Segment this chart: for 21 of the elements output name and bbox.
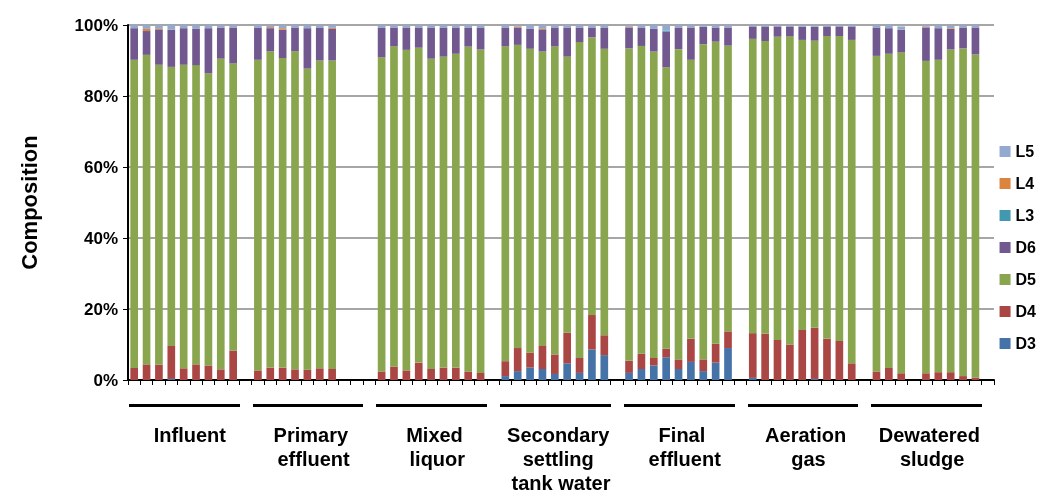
text: Influent [153,424,227,446]
text: Mixed liquor [406,424,469,470]
legend-label: L5 [1015,143,1035,160]
legend-label: D4 [1015,303,1037,320]
text: Secondary settling tank water [507,424,615,494]
legend-label: L4 [1015,175,1035,192]
legend-label: L3 [1015,207,1035,224]
legend-label: D5 [1015,271,1037,288]
y-tick-label: 80% [83,86,118,106]
y-tick-label: 100% [74,15,118,35]
text: Dewatered sludge [878,424,986,470]
text: Final effluent [648,424,722,470]
text: Aeration gas [765,424,852,470]
y-tick-label: 60% [83,157,118,177]
y-axis-title: Composition [16,135,42,270]
legend-label: D3 [1015,335,1037,352]
y-tick-label: 0% [93,370,118,390]
legend-label: D6 [1015,239,1037,256]
y-tick-label: 40% [83,228,118,248]
text: Primary effluent [273,424,354,470]
y-tick-label: 20% [83,299,118,319]
